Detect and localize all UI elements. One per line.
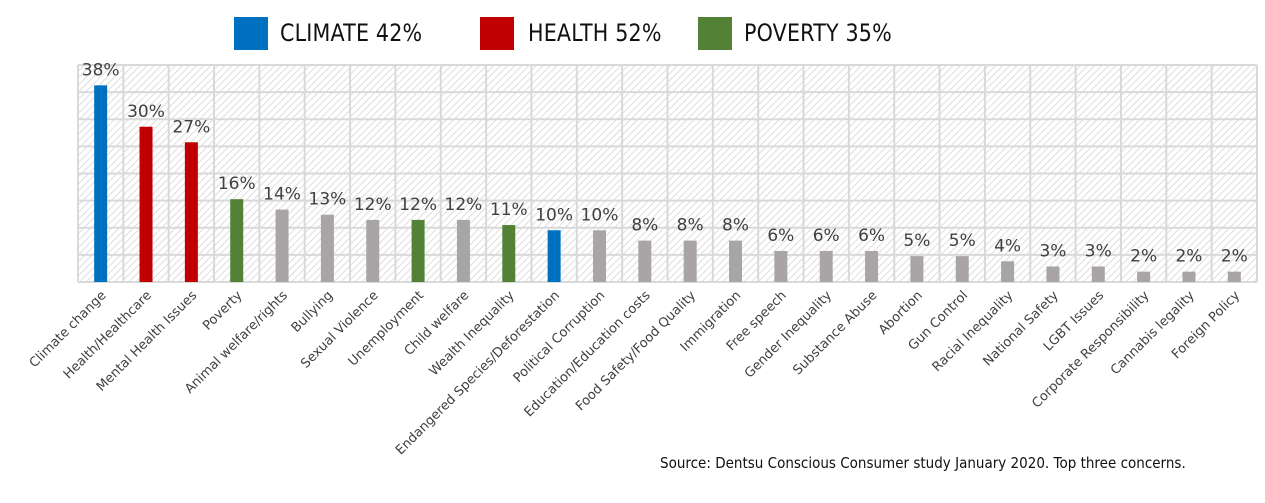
x-tick-label: Poverty — [200, 288, 246, 334]
x-tick-label: Cannabis legality — [1108, 288, 1198, 378]
data-label: 14% — [263, 185, 301, 205]
bar-free-speech — [774, 250, 788, 282]
bar-food-safety-food-quality — [683, 240, 697, 282]
data-label: 27% — [172, 117, 210, 137]
bar-gender-inequality — [819, 250, 833, 282]
data-label: 11% — [490, 200, 528, 220]
bar-lgbt-issues — [1091, 266, 1105, 282]
bar-sexual-violence — [366, 219, 380, 282]
gridlines — [77, 64, 1258, 283]
bar-poverty — [230, 199, 244, 282]
bars — [94, 85, 1241, 282]
legend-swatch-health — [480, 16, 514, 50]
data-label: 4% — [994, 236, 1021, 256]
bar-national-safety — [1046, 266, 1060, 282]
data-label: 13% — [309, 190, 347, 210]
bar-unemployment — [411, 219, 425, 282]
x-tick-label: Health/Healthcare — [61, 288, 155, 382]
data-label: 12% — [354, 195, 392, 215]
data-labels: 38% 30% 27% 16% 14% 13% 12% 12% 12% 11% 10% 10% 8% 8%… — [82, 60, 1248, 266]
data-label: 12% — [445, 195, 483, 215]
bar-immigration — [729, 240, 743, 282]
data-label: 16% — [218, 174, 256, 194]
data-label: 2% — [1221, 247, 1248, 267]
bar-animal-welfare-rights — [275, 209, 289, 282]
data-label: 8% — [677, 216, 704, 236]
x-tick-label: Substance Abuse — [790, 288, 880, 378]
bar-racial-inequality — [1001, 261, 1015, 282]
data-label: 12% — [399, 195, 437, 215]
data-label: 5% — [949, 231, 976, 251]
bar-mental-health-issues — [184, 142, 198, 282]
data-label: 10% — [535, 205, 573, 225]
legend-swatch-climate — [234, 16, 268, 50]
x-tick-label: Racial Inequality — [930, 288, 1017, 375]
bar-substance-abuse — [865, 250, 879, 282]
data-label: 5% — [903, 231, 930, 251]
legend-label-climate: CLIMATE 42% — [280, 19, 423, 47]
data-label: 8% — [722, 216, 749, 236]
x-tick-label: Bullying — [289, 288, 337, 336]
data-label: 38% — [82, 60, 120, 80]
legend-item-poverty: POVERTY 35% — [698, 16, 916, 50]
bar-climate-change — [94, 85, 108, 282]
bar-wealth-inequality — [502, 225, 516, 282]
legend-label-poverty: POVERTY 35% — [744, 19, 892, 47]
legend-item-climate: CLIMATE 42% — [234, 16, 445, 50]
x-tick-label: Climate change — [27, 288, 110, 371]
data-label: 2% — [1175, 247, 1202, 267]
x-tick-label: Endangered Species/Deforestation — [393, 288, 563, 458]
bar-endangered-species-deforestation — [547, 230, 561, 282]
x-tick-label: Gender Inequality — [742, 288, 835, 381]
bar-foreign-policy — [1227, 271, 1241, 282]
bar-abortion — [910, 256, 924, 282]
data-label: 10% — [581, 205, 619, 225]
data-label: 3% — [1085, 241, 1112, 261]
bar-cannabis-legality — [1182, 271, 1196, 282]
legend-swatch-poverty — [698, 16, 732, 50]
legend-item-health: HEALTH 52% — [480, 16, 683, 50]
data-label: 8% — [631, 216, 658, 236]
data-label: 2% — [1130, 247, 1157, 267]
x-tick-label: Sexual Violence — [298, 288, 381, 371]
legend-label-health: HEALTH 52% — [528, 19, 662, 47]
x-tick-label: Wealth Inequality — [427, 288, 518, 379]
data-label: 6% — [767, 226, 794, 246]
bar-gun-control — [955, 256, 969, 282]
bar-bullying — [320, 214, 334, 282]
bar-corporate-responsibility — [1137, 271, 1151, 282]
source-note: Source: Dentsu Conscious Consumer study … — [660, 454, 1186, 472]
bar-health-healthcare — [139, 126, 153, 282]
bar-education-education-costs — [638, 240, 652, 282]
data-label: 3% — [1039, 241, 1066, 261]
bar-child-welfare — [456, 219, 470, 282]
data-label: 6% — [858, 226, 885, 246]
data-label: 6% — [813, 226, 840, 246]
data-label: 30% — [127, 102, 165, 122]
bar-political-corruption — [592, 230, 606, 282]
